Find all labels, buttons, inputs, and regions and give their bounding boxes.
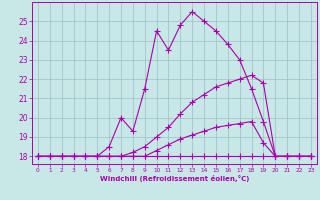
X-axis label: Windchill (Refroidissement éolien,°C): Windchill (Refroidissement éolien,°C) xyxy=(100,175,249,182)
